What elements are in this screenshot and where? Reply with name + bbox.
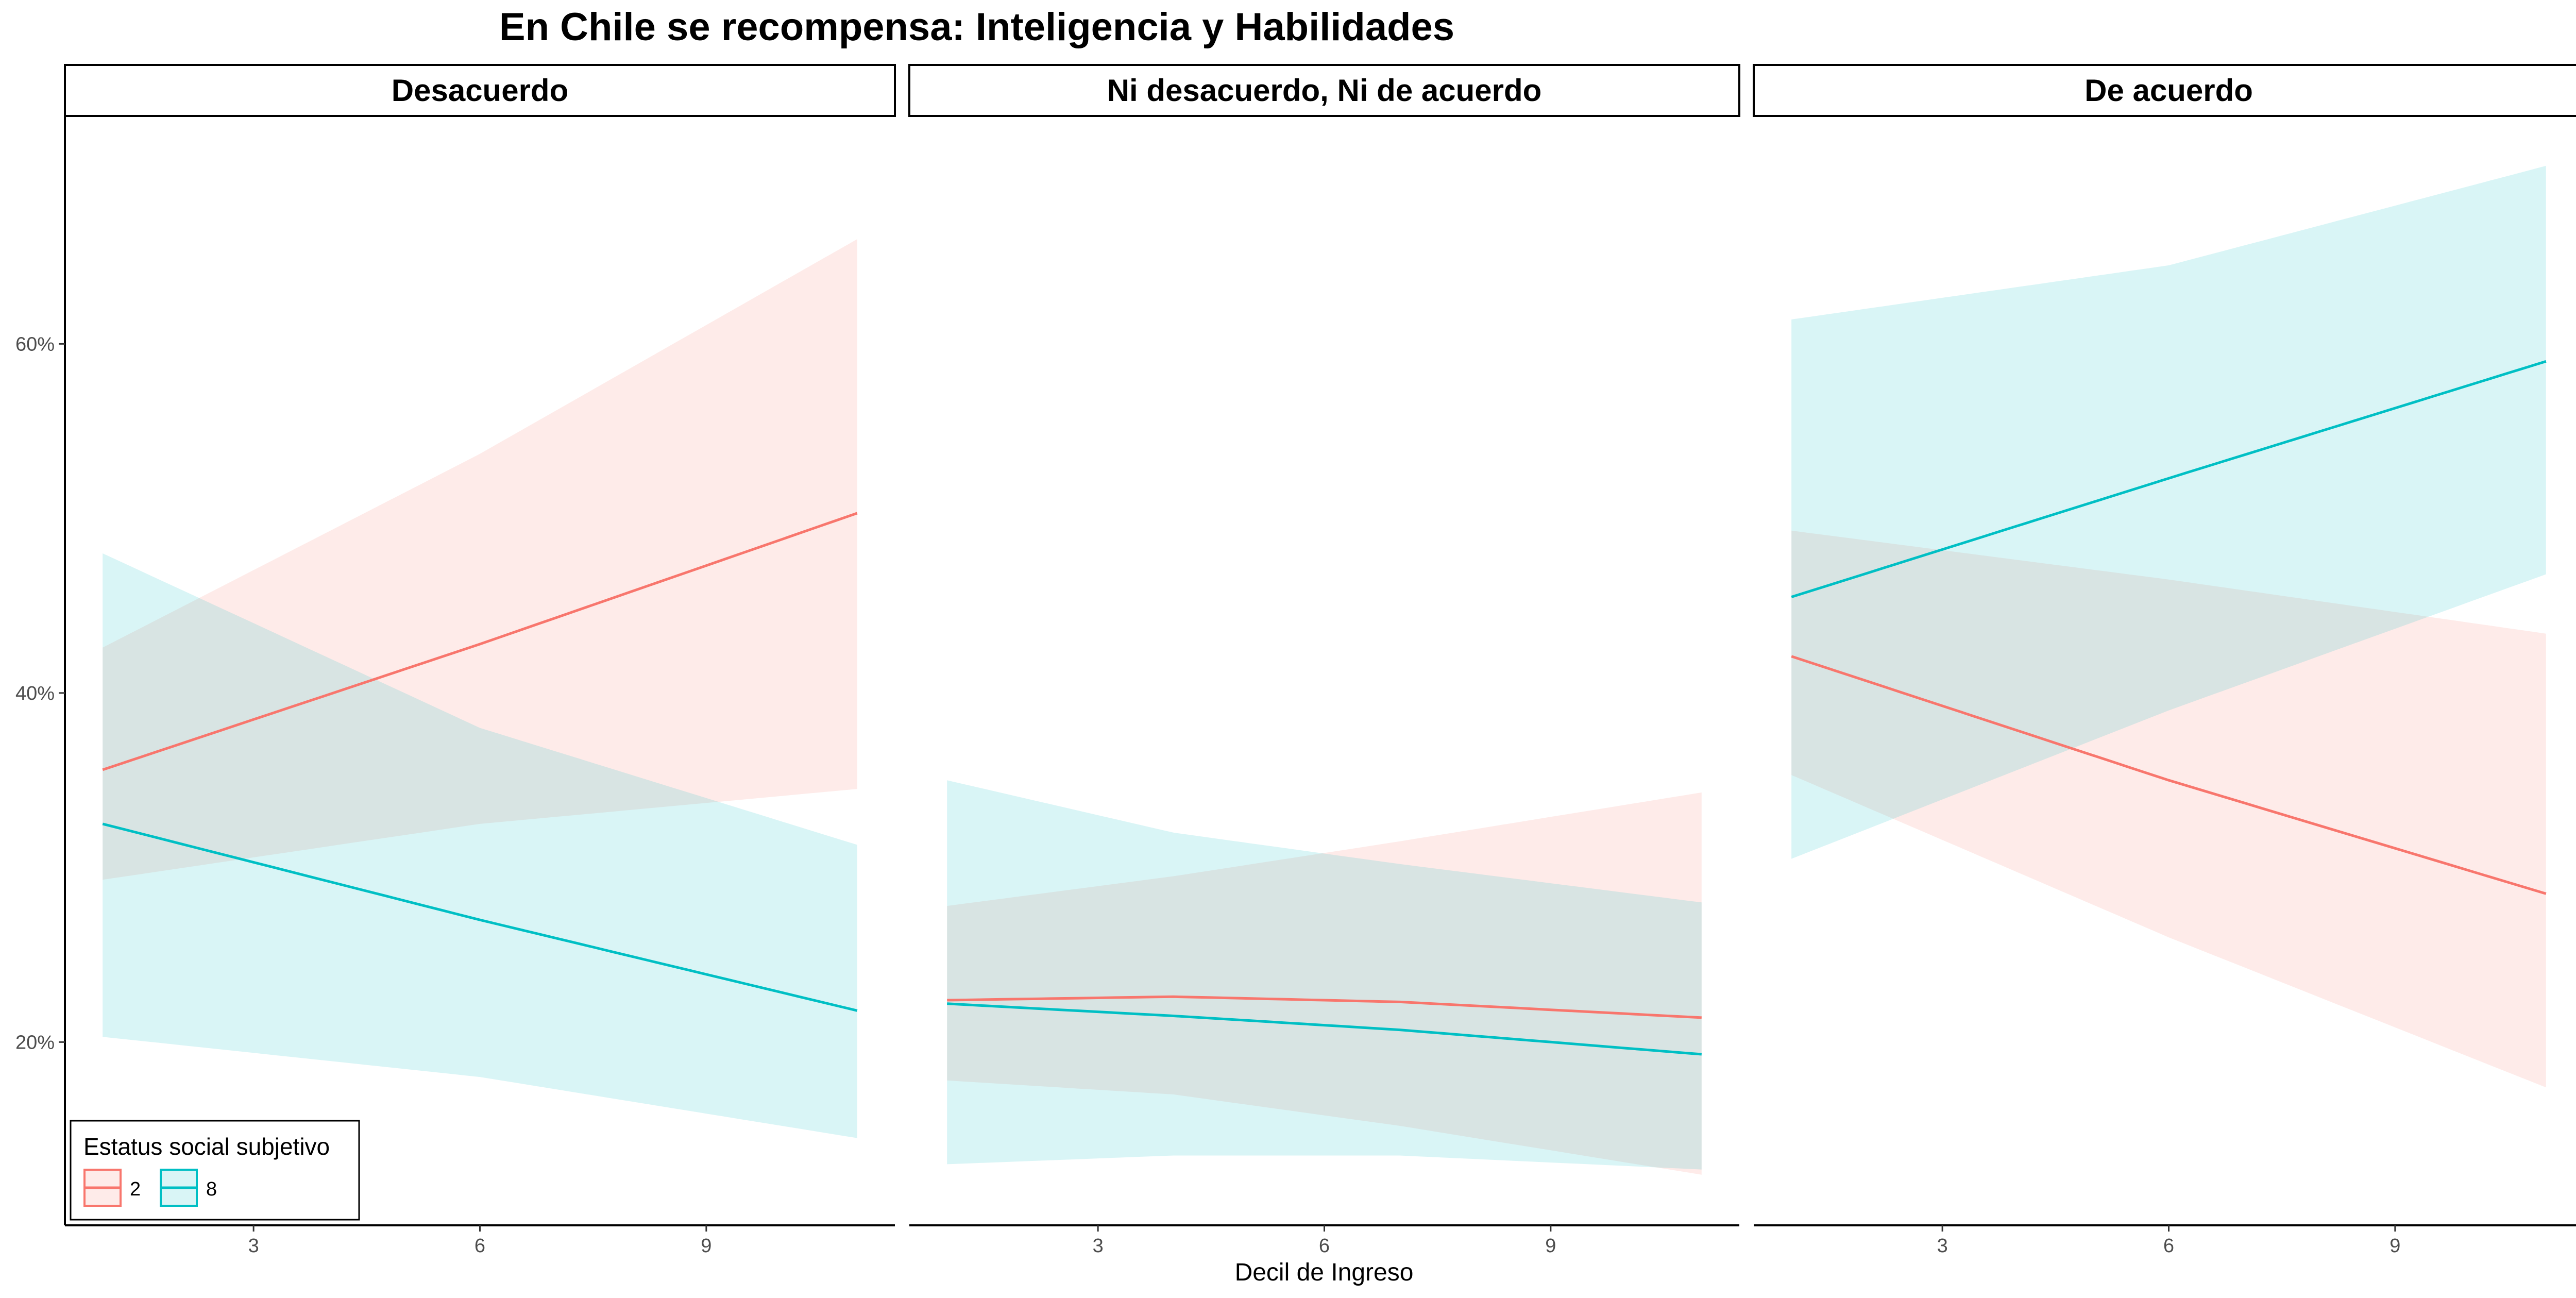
confidence-ribbon-8	[947, 780, 1702, 1170]
y-tick-label: 20%	[15, 1032, 55, 1053]
legend-key-2: 2	[83, 1169, 141, 1207]
facet-strip-label: De acuerdo	[2084, 73, 2253, 108]
facet-strip	[908, 64, 1740, 117]
legend-title: Estatus social subjetivo	[83, 1133, 330, 1160]
x-tick-label: 6	[474, 1235, 485, 1257]
chart-title: En Chile se recompensa: Inteligencia y H…	[499, 5, 1454, 49]
confidence-ribbon-2	[1791, 530, 2546, 1088]
x-axis-title: Decil de Ingreso	[1235, 1259, 1414, 1286]
x-tick-label: 9	[2389, 1235, 2400, 1257]
series-line-8	[947, 1002, 1702, 1056]
series-line-8	[1791, 360, 2547, 598]
series-line-2	[947, 995, 1702, 1019]
series-line-2	[102, 512, 858, 771]
y-axis: 20% 40% 60%	[15, 117, 66, 1225]
facet-panel: De acuerdo 3 6 9	[1753, 64, 2576, 1257]
y-tick-label: 40%	[15, 683, 55, 704]
legend-key-8: 8	[160, 1169, 217, 1207]
series-line-8	[102, 822, 858, 1012]
x-tick-label: 6	[2163, 1235, 2174, 1257]
confidence-ribbon-2	[103, 239, 857, 880]
confidence-ribbon-8	[103, 553, 857, 1138]
facet-panel: Ni desacuerdo, Ni de acuerdo 3 6 9	[908, 64, 1740, 1257]
legend: Estatus social subjetivo 2 8	[70, 1120, 360, 1221]
facet-strip	[1753, 64, 2576, 117]
legend-label: 8	[206, 1178, 217, 1200]
x-tick-label: 9	[1545, 1235, 1556, 1257]
y-tick-label: 60%	[15, 333, 55, 355]
facet-strip-label: Desacuerdo	[392, 73, 568, 108]
series-line-2	[1791, 655, 2547, 895]
legend-label: 2	[130, 1178, 141, 1200]
x-tick-label: 3	[248, 1235, 259, 1257]
facet-strip-label: Ni desacuerdo, Ni de acuerdo	[1107, 73, 1542, 108]
x-tick-label: 6	[1319, 1235, 1330, 1257]
facet-panel: Desacuerdo 3 6 9	[64, 64, 896, 1257]
x-tick-label: 3	[1093, 1235, 1104, 1257]
confidence-ribbon-8	[1791, 165, 2546, 859]
x-tick-label: 3	[1937, 1235, 1948, 1257]
confidence-ribbon-2	[947, 792, 1702, 1175]
facet-strip	[64, 64, 896, 117]
x-tick-label: 9	[701, 1235, 711, 1257]
